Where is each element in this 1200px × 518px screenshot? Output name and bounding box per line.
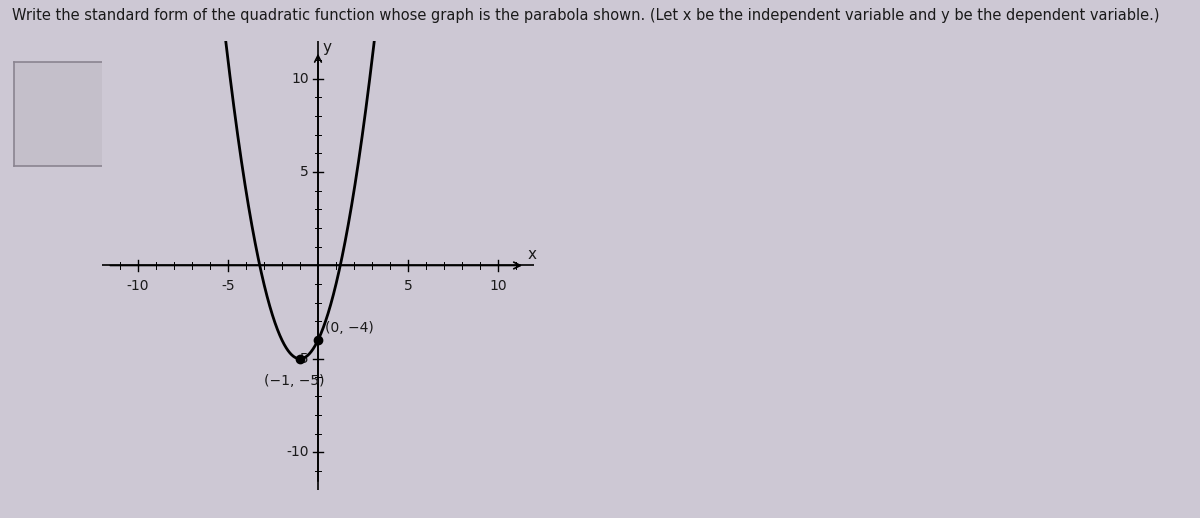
Text: 5: 5 [403, 279, 413, 293]
Text: -5: -5 [221, 279, 235, 293]
Text: (−1, −5): (−1, −5) [264, 374, 325, 388]
Text: 10: 10 [292, 72, 310, 86]
Text: 10: 10 [490, 279, 506, 293]
Text: 5: 5 [300, 165, 310, 179]
Text: -10: -10 [287, 445, 310, 459]
Text: Write the standard form of the quadratic function whose graph is the parabola sh: Write the standard form of the quadratic… [12, 8, 1159, 23]
Text: -10: -10 [127, 279, 149, 293]
Text: (0, −4): (0, −4) [325, 321, 374, 335]
Text: y: y [323, 39, 331, 54]
Text: x: x [528, 247, 536, 262]
Text: -5: -5 [295, 352, 310, 366]
